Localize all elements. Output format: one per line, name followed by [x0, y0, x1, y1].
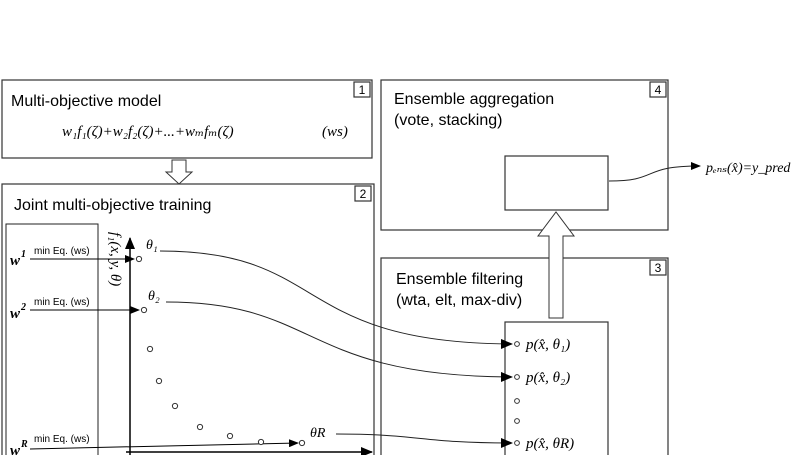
- box-number-label: 2: [360, 187, 367, 201]
- box-number-label: 4: [655, 83, 662, 97]
- box-subtitle: (vote, stacking): [394, 112, 502, 129]
- box-title: Joint multi-objective training: [14, 197, 211, 214]
- weight-caption: min Eq. (ws): [34, 434, 90, 445]
- box-ensemble-filtering: 3 Ensemble filtering (wta, elt, max-div)…: [380, 257, 669, 455]
- box-number-4: [649, 81, 667, 98]
- input-port: [514, 341, 520, 347]
- box-title: Multi-objective model: [11, 93, 161, 110]
- pareto-point: [196, 423, 204, 431]
- weights-panel: [5, 223, 99, 455]
- weight-label: w: [10, 443, 21, 455]
- pareto-point: [257, 438, 265, 446]
- box-joint-training: 2 Joint multi-objective training w 1 min…: [1, 183, 375, 455]
- model-formula: w₁f₁(ζ)+w₂f₂(ζ)+...+wₘfₘ(ζ): [62, 124, 234, 140]
- box-title: Ensemble filtering: [396, 271, 523, 288]
- box-ensemble-aggregation: 4 Ensemble aggregation (vote, stacking): [380, 79, 669, 231]
- pareto-point: [155, 377, 163, 385]
- theta-connections: [159, 250, 513, 448]
- box-multi-objective-model: 1 Multi-objective model w₁f₁(ζ)+w₂f₂(ζ)+…: [1, 79, 373, 159]
- ellipsis-dot: [514, 398, 520, 404]
- weight-caption: min Eq. (ws): [34, 246, 90, 257]
- pareto-point: [226, 432, 234, 440]
- formula-tag: (ws): [322, 124, 348, 140]
- pareto-point: [171, 402, 179, 410]
- prediction-label: p(x̂, θR): [525, 436, 574, 452]
- weight-sup: R: [20, 439, 28, 450]
- hollow-arrow-up: [537, 211, 575, 319]
- weight-label: w: [10, 253, 21, 269]
- weight-sup: 1: [21, 249, 26, 260]
- pareto-point-R: [298, 439, 306, 447]
- prediction-label: p(x̂, θ₁): [525, 337, 570, 353]
- connection-thetaR: [335, 433, 513, 448]
- box-number-1: [353, 81, 371, 98]
- pareto-point-2: [140, 306, 148, 314]
- filter-outputs-box: [504, 321, 609, 455]
- connection-theta1: [159, 250, 513, 349]
- weight-label: w: [10, 306, 21, 322]
- output-label: pₑₙₛ(x̂)=y_pred: [705, 161, 791, 176]
- hollow-arrow-down: [164, 159, 194, 185]
- input-port: [514, 440, 520, 446]
- ellipsis-dot: [514, 418, 520, 424]
- output-arrow: [608, 162, 701, 182]
- pareto-point-1: [135, 255, 143, 263]
- weight-sup: 2: [20, 302, 26, 313]
- connection-theta2: [165, 301, 513, 382]
- pareto-point: [146, 345, 154, 353]
- box-number-3: [649, 259, 667, 276]
- weight-caption: min Eq. (ws): [34, 297, 90, 308]
- box-number-2: [354, 185, 372, 202]
- axis-label: f₁(x, y, θ): [107, 232, 123, 286]
- box-number-label: 1: [359, 83, 366, 97]
- theta-label: θ₂: [148, 289, 160, 304]
- box-number-label: 3: [655, 261, 662, 275]
- input-port: [514, 374, 520, 380]
- box-subtitle: (wta, elt, max-div): [396, 292, 522, 309]
- aggregator-box: [504, 155, 609, 211]
- theta-label: θR: [310, 426, 326, 441]
- theta-label: θ₁: [146, 238, 158, 253]
- box-title: Ensemble aggregation: [394, 91, 554, 108]
- prediction-label: p(x̂, θ₂): [525, 370, 570, 386]
- pareto-points: [135, 255, 306, 447]
